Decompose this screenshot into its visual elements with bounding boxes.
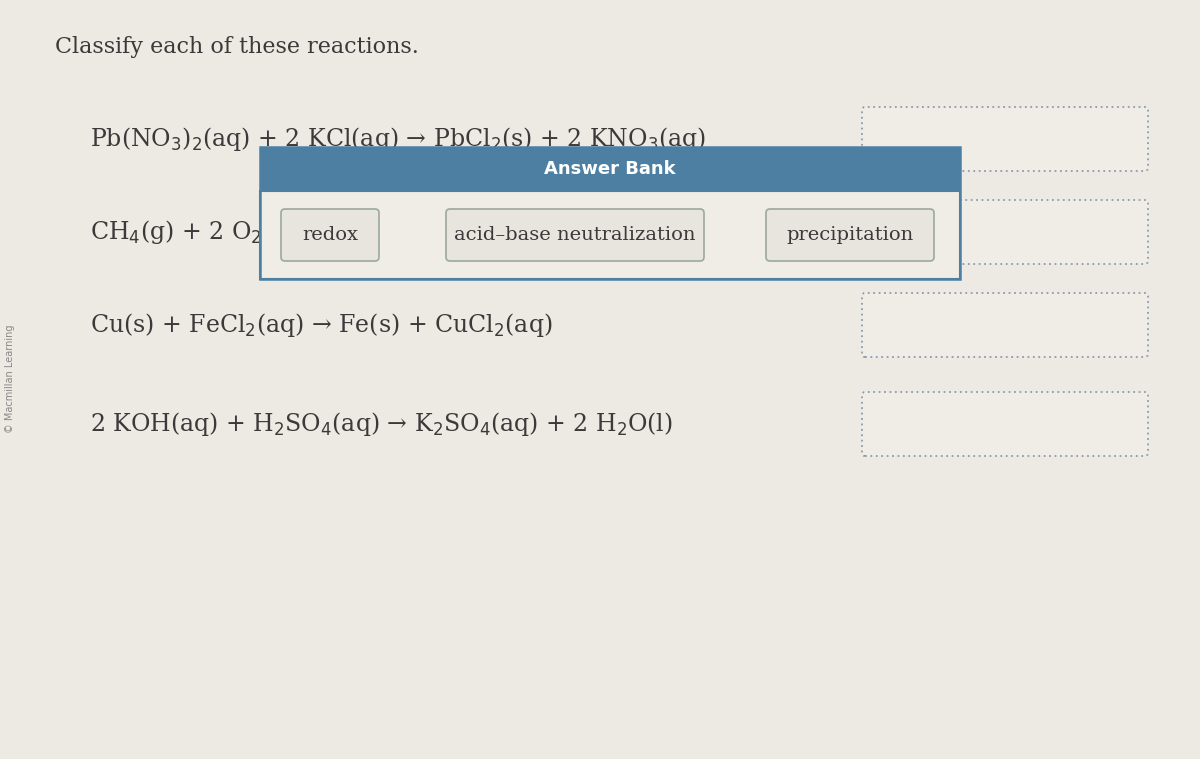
- Text: precipitation: precipitation: [786, 226, 913, 244]
- Text: Cu(s) + FeCl$_2$(aq) → Fe(s) + CuCl$_2$(aq): Cu(s) + FeCl$_2$(aq) → Fe(s) + CuCl$_2$(…: [90, 311, 552, 339]
- FancyBboxPatch shape: [260, 147, 960, 191]
- Text: Answer Bank: Answer Bank: [544, 160, 676, 178]
- Text: 2 KOH(aq) + H$_2$SO$_4$(aq) → K$_2$SO$_4$(aq) + 2 H$_2$O(l): 2 KOH(aq) + H$_2$SO$_4$(aq) → K$_2$SO$_4…: [90, 410, 673, 438]
- Text: redox: redox: [302, 226, 358, 244]
- Text: CH$_4$(g) + 2 O$_2$(g) → CO$_2$(g) + 2 H$_2$O(l): CH$_4$(g) + 2 O$_2$(g) → CO$_2$(g) + 2 H…: [90, 218, 547, 246]
- FancyBboxPatch shape: [260, 191, 960, 279]
- Text: acid–base neutralization: acid–base neutralization: [455, 226, 696, 244]
- Text: Pb(NO$_3$)$_2$(aq) + 2 KCl(aq) → PbCl$_2$(s) + 2 KNO$_3$(aq): Pb(NO$_3$)$_2$(aq) + 2 KCl(aq) → PbCl$_2…: [90, 125, 706, 153]
- FancyBboxPatch shape: [766, 209, 934, 261]
- FancyBboxPatch shape: [862, 293, 1148, 357]
- FancyBboxPatch shape: [281, 209, 379, 261]
- FancyBboxPatch shape: [862, 107, 1148, 171]
- Text: © Macmillan Learning: © Macmillan Learning: [5, 325, 16, 433]
- Text: Classify each of these reactions.: Classify each of these reactions.: [55, 36, 419, 58]
- FancyBboxPatch shape: [446, 209, 704, 261]
- FancyBboxPatch shape: [862, 392, 1148, 456]
- FancyBboxPatch shape: [862, 200, 1148, 264]
